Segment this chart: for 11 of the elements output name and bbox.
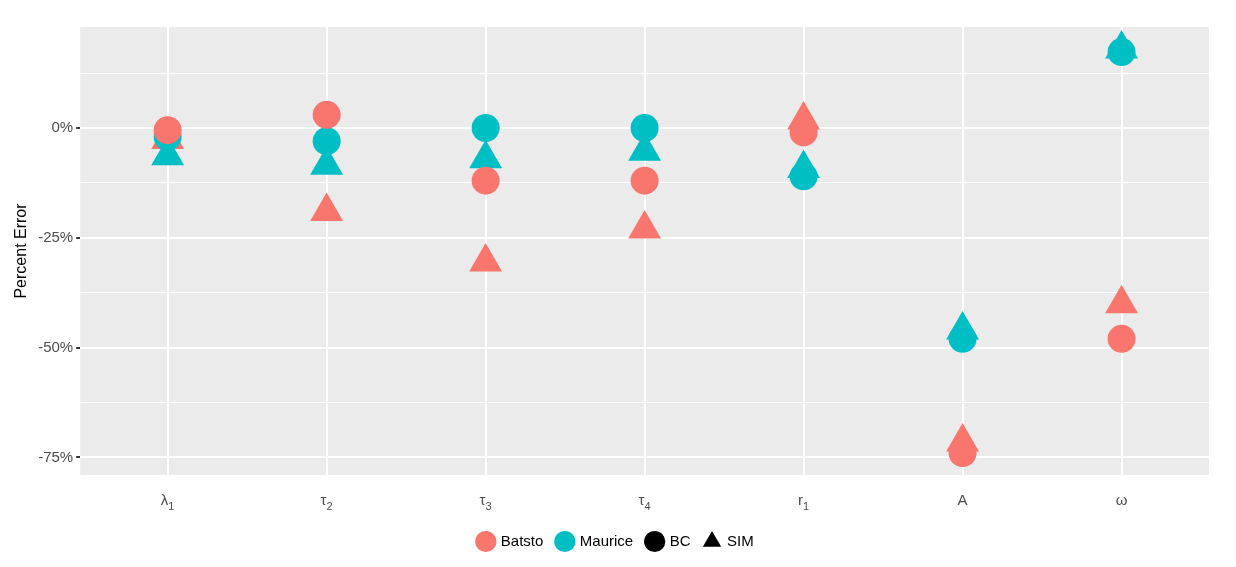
y-tick-label: -50% — [38, 337, 74, 355]
legend-label: Batsto — [500, 531, 544, 549]
legend-label: BC — [669, 531, 691, 549]
y-axis-title: Percent Error — [12, 202, 30, 299]
x-tick-label: A — [957, 491, 968, 508]
y-tick-label: 0% — [51, 118, 74, 136]
y-tick-label: -25% — [38, 227, 74, 245]
y-tick-label: -75% — [38, 447, 74, 465]
legend-label: Maurice — [579, 531, 634, 549]
x-tick-label: ω — [1115, 491, 1128, 508]
legend-label: SIM — [727, 531, 754, 549]
